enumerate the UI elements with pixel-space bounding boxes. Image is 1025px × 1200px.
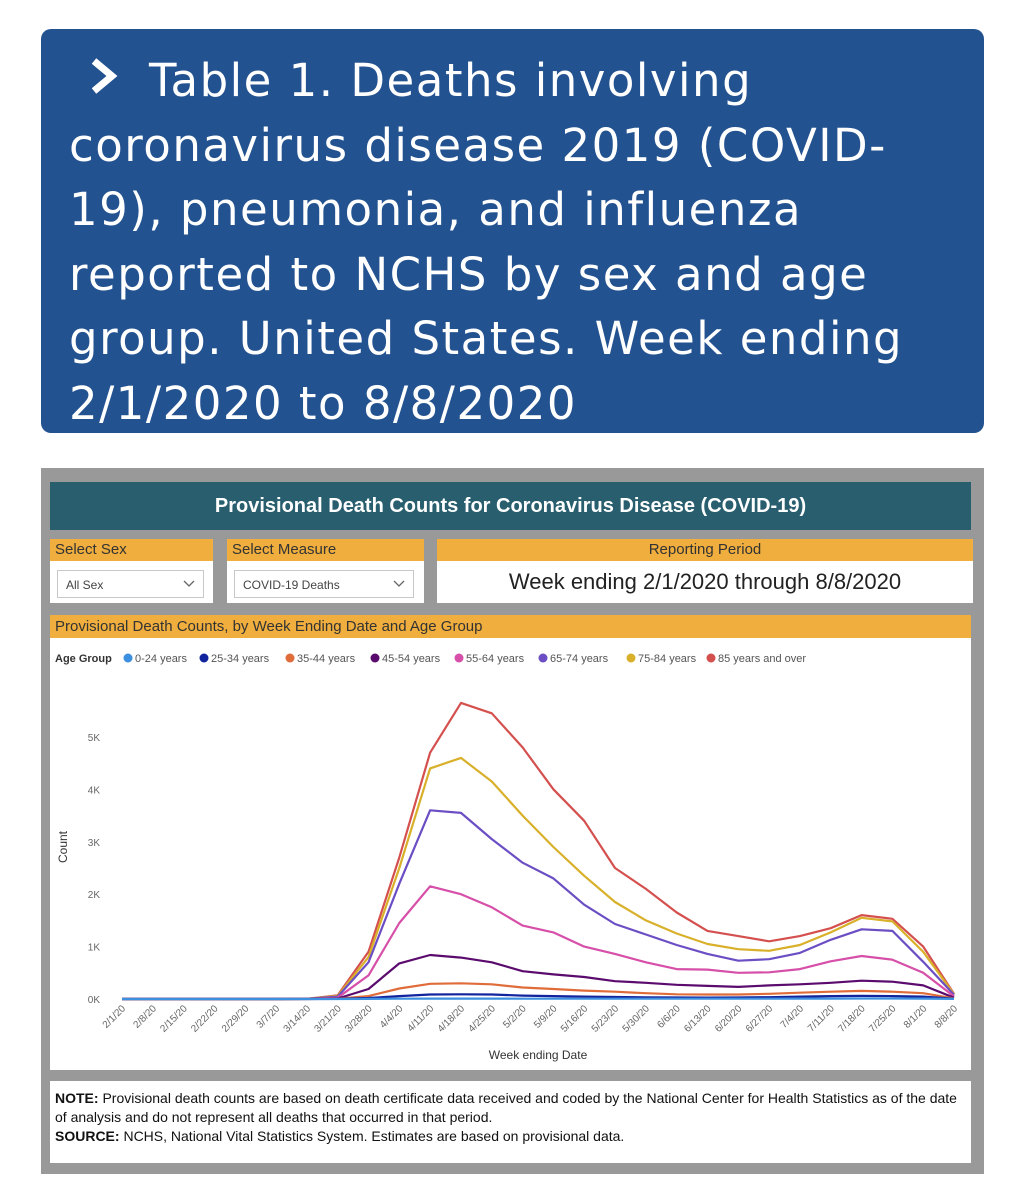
y-tick-label: 1K: [88, 943, 101, 954]
legend-marker: [285, 653, 295, 663]
legend-label: 55-64 years: [466, 653, 525, 665]
x-tick-label: 6/6/20: [655, 1003, 683, 1031]
legend-item[interactable]: 75-84 years: [626, 653, 697, 665]
x-tick-label: 3/28/20: [343, 1003, 375, 1035]
y-tick-label: 3K: [88, 838, 101, 849]
chevron-right-icon: [91, 58, 118, 94]
legend-label: 0-24 years: [135, 653, 187, 665]
legend-marker: [706, 653, 716, 663]
x-tick-label: 8/1/20: [902, 1003, 930, 1031]
y-tick-label: 0K: [88, 995, 101, 1006]
legend-item[interactable]: 35-44 years: [285, 653, 356, 665]
reporting-period-value: Week ending 2/1/2020 through 8/8/2020: [508, 569, 902, 594]
x-tick-label: 5/16/20: [559, 1003, 591, 1035]
chart-panel-title: Provisional Death Counts, by Week Ending…: [50, 615, 971, 638]
legend-label: 25-34 years: [211, 653, 270, 665]
select-measure-panel: Select Measure COVID-19 Deaths: [227, 539, 424, 603]
legend-label: 65-74 years: [550, 653, 609, 665]
x-tick-label: 7/4/20: [779, 1003, 807, 1031]
legend-item[interactable]: 65-74 years: [538, 653, 609, 665]
x-axis-label: Week ending Date: [489, 1048, 588, 1062]
y-tick-label: 4K: [88, 785, 101, 796]
legend-label: 45-54 years: [382, 653, 441, 665]
legend-label: 75-84 years: [638, 653, 697, 665]
x-tick-label: 2/29/20: [220, 1003, 252, 1035]
x-tick-label: 3/21/20: [312, 1003, 344, 1035]
legend-item[interactable]: 45-54 years: [370, 653, 441, 665]
chart-axes: 0K 1K 2K 3K 4K 5K Count 2/1/20 2/8/20 2/15/20 2/22…: [56, 733, 960, 1062]
x-tick-label: 4/25/20: [467, 1003, 499, 1035]
source-paragraph: SOURCE: NCHS, National Vital Statistics …: [55, 1127, 966, 1146]
legend-marker: [123, 653, 133, 663]
note-text: Provisional death counts are based on de…: [55, 1090, 957, 1125]
series-line-85-years-and-over[interactable]: [122, 701, 955, 1001]
legend-marker: [199, 653, 209, 663]
y-tick-label: 2K: [88, 890, 101, 901]
select-measure-value: COVID-19 Deaths: [243, 578, 340, 592]
legend-marker: [626, 653, 636, 663]
x-tick-label: 2/15/20: [158, 1003, 190, 1035]
legend-marker: [538, 653, 548, 663]
legend-item[interactable]: 55-64 years: [454, 653, 525, 665]
x-tick-label: 7/11/20: [806, 1003, 837, 1034]
chart-series: [122, 701, 955, 1001]
select-measure-dropdown[interactable]: COVID-19 Deaths: [234, 570, 414, 598]
chevron-down-icon: [183, 580, 195, 587]
chart-legend: Age Group 0-24 years 25-34 years 35-44 year…: [55, 653, 806, 665]
line-chart: Age Group 0-24 years 25-34 years 35-44 year…: [55, 653, 960, 1062]
x-tick-label: 2/1/20: [101, 1003, 129, 1031]
reporting-period-label: Reporting Period: [437, 539, 973, 561]
x-tick-label: 6/20/20: [713, 1003, 745, 1035]
x-tick-label: 3/7/20: [255, 1003, 283, 1031]
legend-item[interactable]: 25-34 years: [199, 653, 270, 665]
y-axis-label: Count: [56, 830, 70, 863]
chevron-down-icon: [393, 580, 405, 587]
x-tick-label: 7/25/20: [867, 1003, 899, 1035]
x-tick-label: 4/18/20: [436, 1003, 468, 1035]
legend-label: 35-44 years: [297, 653, 356, 665]
select-sex-panel: Select Sex All Sex: [50, 539, 213, 603]
title-card: Table 1. Deaths involving coronavirus di…: [41, 29, 984, 433]
reporting-period-panel: Reporting Period Week ending 2/1/2020 th…: [437, 539, 973, 603]
x-tick-label: 6/27/20: [744, 1003, 776, 1035]
y-tick-label: 5K: [88, 733, 101, 744]
note-label: NOTE:: [55, 1090, 99, 1106]
page-title: Table 1. Deaths involving coronavirus di…: [69, 54, 904, 430]
legend-label: 85 years and over: [718, 653, 806, 665]
select-sex-label: Select Sex: [50, 539, 213, 561]
x-tick-label: 4/11/20: [405, 1003, 436, 1034]
source-label: SOURCE:: [55, 1128, 120, 1144]
select-sex-dropdown[interactable]: All Sex: [57, 570, 204, 598]
x-tick-label: 4/4/20: [378, 1003, 406, 1031]
dashboard-header: Provisional Death Counts for Coronavirus…: [50, 482, 971, 530]
select-measure-label: Select Measure: [227, 539, 424, 561]
x-tick-label: 2/8/20: [131, 1003, 159, 1031]
source-text: NCHS, National Vital Statistics System. …: [123, 1128, 625, 1144]
x-tick-label: 5/30/20: [621, 1003, 653, 1035]
x-tick-label: 6/13/20: [682, 1003, 714, 1035]
note-paragraph: NOTE: Provisional death counts are based…: [55, 1089, 966, 1127]
chart-panel: Provisional Death Counts, by Week Ending…: [50, 615, 971, 1070]
x-tick-label: 8/8/20: [933, 1003, 961, 1031]
note-panel: NOTE: Provisional death counts are based…: [50, 1081, 971, 1163]
series-line-65-74-years[interactable]: [122, 809, 955, 1001]
x-tick-label: 5/9/20: [532, 1003, 560, 1031]
x-tick-label: 5/2/20: [501, 1003, 529, 1031]
legend-marker: [454, 653, 464, 663]
legend-title: Age Group: [55, 653, 112, 665]
legend-item[interactable]: 0-24 years: [123, 653, 188, 665]
legend-item[interactable]: 85 years and over: [706, 653, 807, 665]
select-sex-value: All Sex: [66, 578, 104, 592]
legend-marker: [370, 653, 380, 663]
x-tick-label: 2/22/20: [189, 1003, 221, 1035]
x-tick-label: 5/23/20: [590, 1003, 622, 1035]
series-line-0-24-years[interactable]: [122, 997, 955, 1001]
x-tick-label: 7/18/20: [836, 1003, 868, 1035]
series-line-75-84-years[interactable]: [122, 756, 955, 1001]
x-tick-label: 3/14/20: [282, 1003, 314, 1035]
